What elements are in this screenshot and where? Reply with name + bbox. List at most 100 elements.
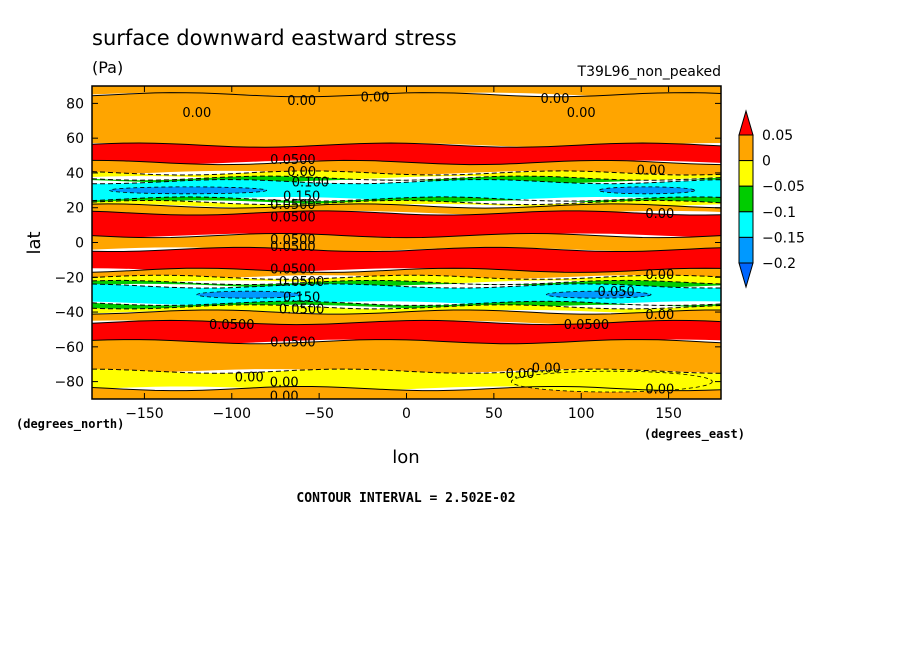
contour-line [92,203,721,209]
contour-label: 0.150 [283,290,320,305]
plot-area: 0.000.000.00 0.000.000.05000.000.000.1000… [92,86,721,405]
y-tick-label: 20 [66,201,84,217]
contour-label: 0.0500 [270,153,316,168]
colorbar-label: 0.05 [762,128,793,144]
y-axis-label: lat [24,231,45,254]
contour-label: 0.0500 [270,336,316,351]
colorbar-swatch [738,160,754,187]
colorbar-label: −0.1 [762,205,796,221]
contour-label: 0.00 [532,362,561,377]
contour-label: 0.00 [567,106,596,121]
units-label: (Pa) [92,58,123,77]
y-axis-ticks: 80 60 40 20 0 −20 −40 −60 −80 [54,96,721,391]
contour-line [92,246,721,252]
colorbar-swatch [738,262,754,289]
contour-band [92,275,721,285]
contour-label: 0.150 [283,190,320,205]
contour-patch [196,290,303,299]
contour-line [92,267,721,273]
contour-line [92,368,721,374]
contour-label: 0.00 [645,383,674,398]
contour-label: 0.00 [645,207,674,222]
y-tick-label: −40 [54,305,84,321]
colorbar-swatch [738,109,754,136]
contour-band [92,210,721,238]
x-tick-label: −50 [304,406,334,422]
x-tick-label: −100 [213,406,251,422]
colorbar-label: −0.2 [762,256,796,272]
contour-line [92,232,721,239]
x-tick-label: 100 [568,406,595,422]
contour-label: 0.100 [292,176,329,191]
contour-line [92,210,721,216]
contour-labels: 0.000.000.00 0.000.000.05000.000.000.1000… [182,90,674,405]
y-tick-label: −20 [54,270,84,286]
contour-line [92,196,721,202]
run-label: T39L96_non_peaked [577,64,721,80]
contour-band [92,301,721,309]
contour-band [92,160,721,175]
x-tick-label: 50 [485,406,503,422]
y-tick-label: 40 [66,166,84,182]
contour-patch [598,186,696,195]
contour-label: 0.00 [182,106,211,121]
chart-title: surface downward eastward stress [92,26,457,50]
x-axis-label: lon [392,447,419,468]
contour-line [92,339,721,345]
y-tick-label: 60 [66,131,84,147]
contour-label: 0.0500 [209,318,255,333]
contour-label: 0.00 [287,94,316,109]
contour-line [92,319,721,326]
x-tick-label: 0 [402,406,411,422]
y-units-label: (degrees_north) [16,417,124,432]
contour-label: 0.00 [235,370,264,385]
contour-label: 0.00 [270,376,299,391]
contour-line [92,386,721,392]
y-tick-label: −60 [54,340,84,356]
contour-band [92,320,721,344]
contour-label: 0.00 [361,90,390,105]
x-tick-label: 150 [655,406,682,422]
contour-label: 0.0500 [279,275,325,290]
contour-line [92,300,721,306]
contour-label: 0.0500 [270,233,316,248]
contour-line [92,199,721,206]
contour-label: 0.0500 [270,198,316,213]
contour-band [92,268,721,280]
contour-label: 0.00 [287,165,316,180]
y-tick-label: 0 [75,236,84,252]
colorbar-label: 0 [762,154,771,170]
contour-label: 0.0500 [270,263,316,278]
contour-line [92,170,721,176]
contour-line [92,279,721,286]
contour-label: 0.0500 [564,318,610,333]
contour-line [92,159,721,166]
filled-contour-bands [92,86,721,399]
contour-label: 0.0500 [279,303,325,318]
colorbar-swatch [738,236,754,264]
x-units-label: (degrees_east) [644,427,745,442]
y-tick-label: −80 [54,375,84,391]
contour-line [92,309,721,315]
x-tick-label: −150 [125,406,163,422]
colorbar: 0.05 0 −0.05 −0.1 −0.15 −0.2 [738,109,805,289]
contour-line [92,304,721,310]
contour-label: 0.050 [598,285,635,300]
contour-label: 0.00 [270,390,299,405]
contour-line [92,142,721,148]
colorbar-swatch [738,211,754,238]
contour-patch [545,290,652,299]
contour-label: 0.0500 [270,210,316,225]
contour-patch [109,186,268,195]
contour-band [92,339,721,374]
contour-band [92,92,721,148]
colorbar-swatch [738,185,754,213]
contour-line [92,179,721,185]
contour-band [92,179,721,202]
contour-label: 0.0500 [270,240,316,255]
contour-lines [92,92,721,392]
contour-line [92,175,721,181]
contour-line [92,92,721,98]
colorbar-label: −0.15 [762,230,805,246]
contour-label: 0.00 [645,308,674,323]
